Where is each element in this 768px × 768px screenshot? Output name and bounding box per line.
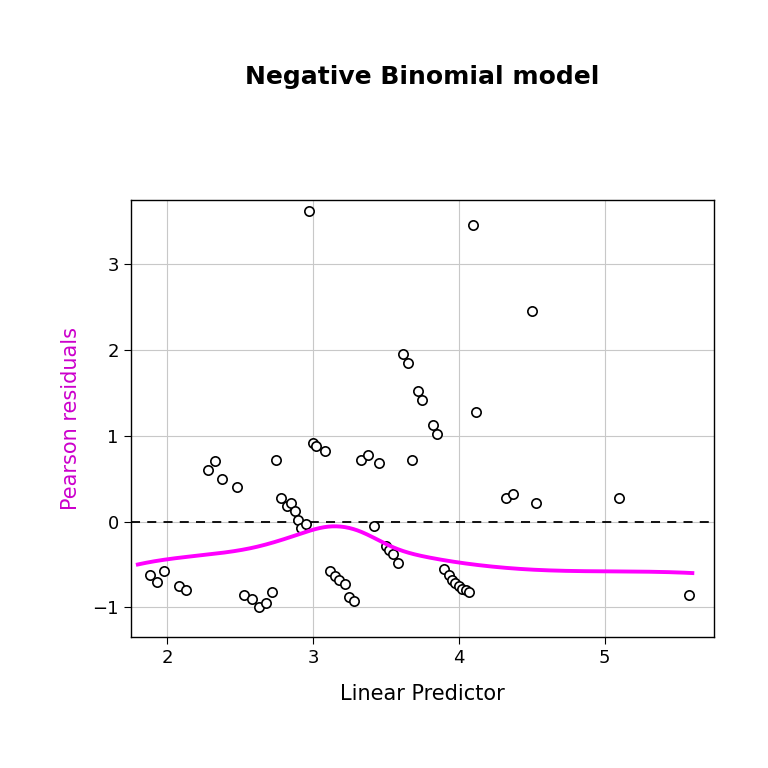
Point — [463, 586, 475, 598]
Point — [426, 419, 439, 432]
Point — [406, 454, 419, 466]
Point — [333, 574, 346, 586]
Point — [412, 385, 424, 397]
Point — [348, 594, 360, 607]
Point — [460, 584, 472, 597]
Point — [613, 492, 625, 504]
Point — [526, 305, 538, 317]
Point — [324, 565, 336, 578]
Point — [144, 568, 156, 581]
Point — [397, 348, 409, 360]
Point — [372, 457, 385, 469]
Point — [292, 514, 304, 526]
Point — [355, 454, 367, 466]
Text: Negative Binomial model: Negative Binomial model — [245, 65, 600, 89]
Point — [455, 582, 468, 594]
Point — [392, 557, 404, 569]
Point — [445, 574, 458, 586]
Point — [449, 578, 461, 590]
Point — [499, 492, 511, 505]
Point — [260, 597, 273, 609]
Point — [442, 568, 455, 581]
Point — [310, 440, 322, 452]
Point — [382, 544, 395, 556]
Point — [362, 449, 375, 461]
Point — [238, 588, 250, 601]
Point — [300, 518, 312, 530]
Y-axis label: Pearson residuals: Pearson residuals — [61, 327, 81, 510]
Point — [295, 522, 307, 535]
Point — [270, 454, 283, 466]
Point — [343, 591, 356, 603]
Point — [507, 488, 519, 500]
Point — [307, 436, 319, 449]
Point — [180, 584, 192, 597]
Point — [379, 539, 392, 551]
Point — [151, 575, 163, 588]
Point — [416, 393, 429, 406]
Point — [280, 500, 293, 512]
Point — [368, 520, 380, 532]
Point — [438, 563, 450, 575]
Point — [266, 586, 278, 598]
Point — [467, 220, 479, 232]
Point — [453, 580, 465, 592]
Point — [329, 570, 341, 582]
Point — [158, 565, 170, 578]
Point — [684, 588, 696, 601]
Point — [202, 464, 214, 476]
Point — [246, 593, 258, 605]
Point — [431, 428, 443, 440]
Point — [303, 205, 315, 217]
Point — [290, 505, 302, 518]
Point — [319, 445, 331, 457]
Point — [209, 455, 221, 468]
Point — [275, 492, 287, 504]
X-axis label: Linear Predictor: Linear Predictor — [340, 684, 505, 704]
Point — [231, 481, 243, 493]
Point — [253, 601, 265, 614]
Point — [402, 356, 414, 369]
Point — [387, 548, 399, 561]
Point — [285, 497, 297, 509]
Point — [530, 497, 542, 509]
Point — [470, 406, 482, 418]
Point — [217, 472, 229, 485]
Point — [339, 578, 351, 591]
Point — [173, 580, 185, 592]
